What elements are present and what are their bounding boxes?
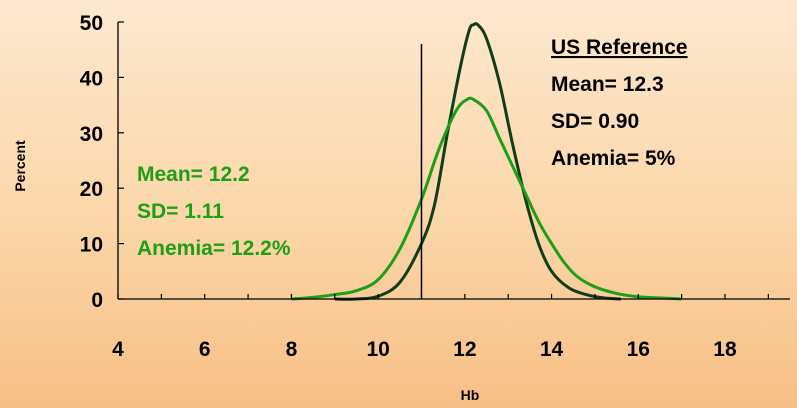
us-reference-curve [334, 22, 622, 301]
x-tick-label: 4 [112, 338, 124, 361]
series-layer [291, 22, 682, 301]
x-tick-label: 8 [286, 338, 298, 361]
y-tick-label: 40 [80, 67, 103, 90]
us-reference-anemia: Anemia= 5% [551, 147, 676, 170]
y-tick-label: 30 [80, 123, 103, 146]
sample-mean: Mean= 12.2 [137, 163, 250, 186]
us-reference-sd: SD= 0.90 [551, 110, 639, 133]
x-tick-label: 6 [199, 338, 211, 361]
y-ticks: 0 10 20 30 40 50 [80, 12, 124, 312]
sample-annotation: Mean= 12.2 SD= 1.11 Anemia= 12.2% [137, 163, 291, 260]
sample-sd: SD= 1.11 [137, 200, 224, 223]
x-tick-label: 10 [366, 338, 389, 361]
sample-anemia: Anemia= 12.2% [137, 237, 291, 260]
x-tick-label: 18 [713, 338, 737, 361]
x-tick-label: 16 [627, 338, 650, 361]
y-axis-title: Percent [12, 140, 28, 192]
x-axis-title: Hb [461, 387, 480, 403]
y-tick-label: 20 [80, 178, 103, 201]
x-ticks: 4 6 8 10 12 14 16 18 [112, 294, 769, 361]
us-reference-mean: Mean= 12.3 [551, 73, 664, 96]
sample-curve [291, 96, 682, 301]
axes-layer: 4 6 8 10 12 14 16 18 0 10 20 30 40 50 [80, 12, 790, 361]
x-tick-label: 14 [540, 338, 564, 361]
us-reference-heading: US Reference [551, 36, 688, 59]
y-tick-label: 0 [91, 289, 103, 312]
us-reference-annotation: US Reference Mean= 12.3 SD= 0.90 Anemia=… [551, 36, 688, 170]
y-tick-label: 50 [80, 12, 103, 35]
y-tick-label: 10 [80, 234, 103, 257]
x-tick-label: 12 [453, 338, 476, 361]
